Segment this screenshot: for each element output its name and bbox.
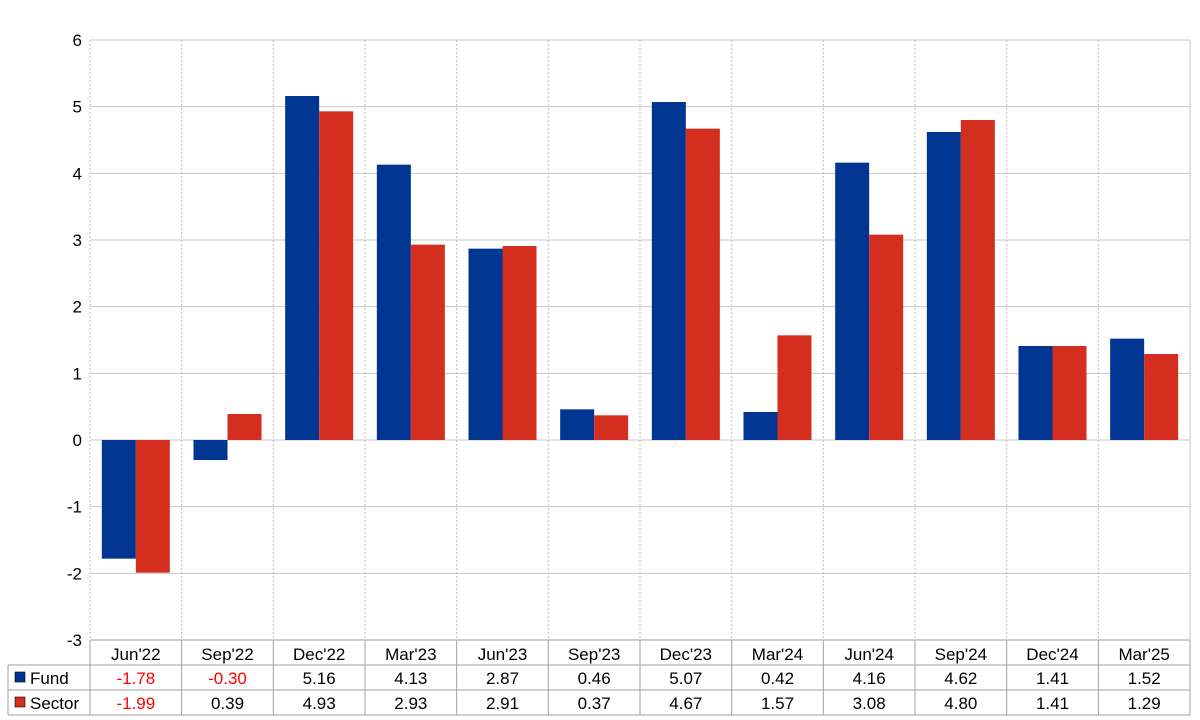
x-tick-label: Mar'24 [752,645,803,664]
table-value: 4.13 [394,669,427,688]
table-value: -1.78 [116,669,155,688]
y-axis: 6 5 4 3 2 1 0 -1 -2 -3 [67,31,82,650]
bar-fund [743,412,778,440]
bar-sector [410,244,445,440]
table-value: 5.16 [303,669,336,688]
bar-fund [285,96,320,440]
x-tick-label: Sep'22 [201,645,253,664]
table-value: 5.07 [669,669,702,688]
table-value: 1.57 [761,694,794,713]
bars [101,96,1179,573]
y-tick-label: 4 [73,164,82,183]
bar-fund [926,132,961,440]
table-value: 0.46 [578,669,611,688]
table-value: 4.80 [944,694,977,713]
bar-fund [560,409,595,440]
x-tick-label: Sep'24 [935,645,987,664]
data-table: Jun'22 Sep'22 Dec'22 Mar'23 Jun'23 Sep'23 Dec'… [7,639,1191,716]
legend-swatch-fund [14,671,26,683]
grid [89,39,1191,641]
y-tick-label: -1 [67,498,82,517]
bar-fund [1018,346,1053,440]
table-value: 2.91 [486,694,519,713]
legend-label-fund: Fund [30,669,69,688]
table-value: 2.87 [486,669,519,688]
bar-fund [376,164,411,440]
bar-sector [594,415,629,440]
y-tick-label: 3 [73,231,82,250]
table-value: 1.41 [1036,669,1069,688]
bar-sector [869,234,904,440]
table-value: -0.30 [208,669,247,688]
bar-fund [468,248,503,440]
x-tick-label: Mar'25 [1118,645,1169,664]
table-value: 1.52 [1128,669,1161,688]
y-tick-label: 5 [73,98,82,117]
bar-sector [227,414,262,440]
table-value: 0.42 [761,669,794,688]
table-value: 4.93 [303,694,336,713]
table-value: -1.99 [116,694,155,713]
bar-sector [960,120,995,440]
x-tick-label: Jun'23 [478,645,528,664]
table-value: 1.41 [1036,694,1069,713]
bar-sector [135,440,170,573]
bar-sector [777,335,812,440]
legend-swatch-sector [14,696,26,708]
table-value: 3.08 [853,694,886,713]
table-value: 4.16 [853,669,886,688]
table-value: 0.37 [578,694,611,713]
legend-label-sector: Sector [30,694,79,713]
x-tick-label: Mar'23 [385,645,436,664]
bar-fund [101,440,136,559]
bar-fund [193,440,228,460]
y-tick-label: 6 [73,31,82,50]
x-tick-label: Jun'24 [844,645,894,664]
bar-fund [835,162,870,440]
y-tick-label: -3 [67,631,82,650]
bar-fund [1110,338,1145,440]
bar-sector [1144,354,1179,440]
x-tick-label: Dec'24 [1026,645,1078,664]
table-value: 2.93 [394,694,427,713]
table-value: 1.29 [1128,694,1161,713]
x-tick-label: Dec'22 [293,645,345,664]
x-tick-label: Sep'23 [568,645,620,664]
y-tick-label: 1 [73,364,82,383]
bar-sector [685,128,720,440]
bar-sector [319,111,354,440]
bar-sector [1052,346,1087,440]
y-tick-label: -2 [67,564,82,583]
y-tick-label: 2 [73,298,82,317]
x-tick-label: Dec'23 [660,645,712,664]
bar-fund [651,102,686,440]
table-value: 4.67 [669,694,702,713]
y-tick-label: 0 [73,431,82,450]
x-tick-label: Jun'22 [111,645,161,664]
table-value: 0.39 [211,694,244,713]
bar-sector [502,246,537,440]
table-value: 4.62 [944,669,977,688]
